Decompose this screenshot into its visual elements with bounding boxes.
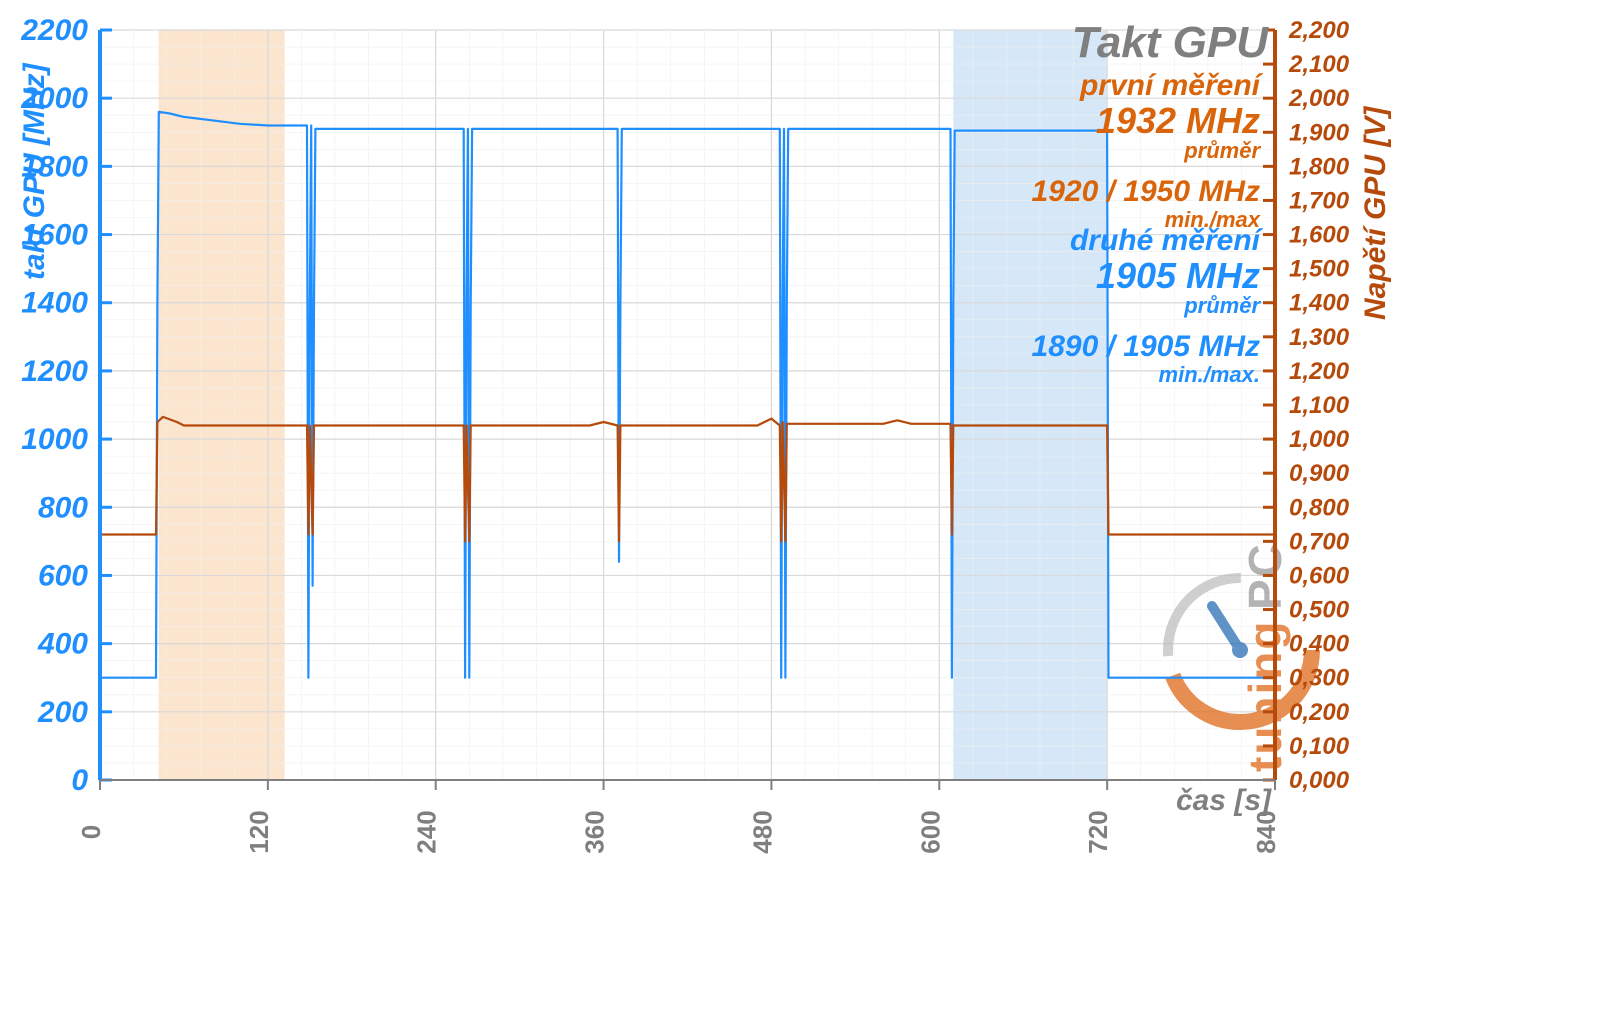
x-tick-label: 360 xyxy=(580,810,610,853)
right-tick-label: 0,700 xyxy=(1289,528,1350,555)
left-tick-label: 0 xyxy=(71,764,88,797)
right-tick-label: 1,400 xyxy=(1289,290,1350,317)
measurement-annotation: první měření1932 MHzprůměr 1920 / 1950 MH… xyxy=(1032,70,1260,231)
right-tick-label: 0,000 xyxy=(1289,767,1350,794)
left-tick-label: 1400 xyxy=(21,287,88,320)
right-tick-label: 1,300 xyxy=(1289,324,1350,351)
x-tick-label: 120 xyxy=(244,810,274,853)
right-tick-label: 0,800 xyxy=(1289,494,1350,521)
annotation-value: 1932 MHz xyxy=(1032,102,1260,140)
x-tick-label: 480 xyxy=(747,810,777,853)
right-tick-label: 1,900 xyxy=(1289,119,1350,146)
right-tick-label: 0,500 xyxy=(1289,597,1350,624)
measurement-annotation: druhé měření1905 MHzprůměr 1890 / 1905 MH… xyxy=(1032,225,1260,386)
annotation-range: 1890 / 1905 MHz xyxy=(1032,331,1260,363)
annotation-heading: druhé měření xyxy=(1032,225,1260,257)
right-tick-label: 2,200 xyxy=(1288,17,1350,44)
annotation-range: 1920 / 1950 MHz xyxy=(1032,176,1260,208)
right-tick-label: 2,100 xyxy=(1288,51,1350,78)
x-tick-label: 600 xyxy=(915,810,945,853)
right-tick-label: 2,000 xyxy=(1288,85,1350,112)
left-tick-label: 1200 xyxy=(21,355,88,388)
x-tick-label: 240 xyxy=(412,810,442,853)
x-tick-label: 0 xyxy=(76,825,106,839)
right-tick-label: 0,900 xyxy=(1289,460,1350,487)
right-axis-title: Napětí GPU [V] xyxy=(1359,106,1392,320)
annotation-value-sub: průměr xyxy=(1032,139,1260,162)
left-tick-label: 2200 xyxy=(20,14,88,47)
left-tick-label: 600 xyxy=(38,559,88,592)
left-tick-label: 1000 xyxy=(21,423,88,456)
annotation-value-sub: průměr xyxy=(1032,294,1260,317)
right-tick-label: 1,100 xyxy=(1289,392,1350,419)
right-tick-label: 0,300 xyxy=(1289,665,1350,692)
annotation-range-sub: min./max. xyxy=(1032,363,1260,386)
chart-title: Takt GPU xyxy=(1072,18,1268,68)
right-tick-label: 1,200 xyxy=(1289,358,1350,385)
left-tick-label: 200 xyxy=(37,696,88,729)
x-tick-label: 720 xyxy=(1083,810,1113,853)
left-axis-title: takt GPU [MHz] xyxy=(18,62,51,280)
left-tick-label: 400 xyxy=(37,628,88,661)
gpu-clock-voltage-chart: tuningPC02004006008001000120014001600180… xyxy=(0,0,1600,1009)
right-tick-label: 0,400 xyxy=(1289,631,1350,658)
annotation-heading: první měření xyxy=(1032,70,1260,102)
right-tick-label: 1,500 xyxy=(1289,256,1350,283)
right-tick-label: 0,600 xyxy=(1289,562,1350,589)
right-tick-label: 1,700 xyxy=(1289,187,1350,214)
annotation-value: 1905 MHz xyxy=(1032,257,1260,295)
x-axis-title: čas [s] xyxy=(1176,784,1272,817)
right-tick-label: 0,100 xyxy=(1289,733,1350,760)
right-tick-label: 1,000 xyxy=(1289,426,1350,453)
right-tick-label: 1,800 xyxy=(1289,153,1350,180)
right-tick-label: 1,600 xyxy=(1289,222,1350,249)
left-tick-label: 800 xyxy=(38,491,88,524)
right-tick-label: 0,200 xyxy=(1289,699,1350,726)
